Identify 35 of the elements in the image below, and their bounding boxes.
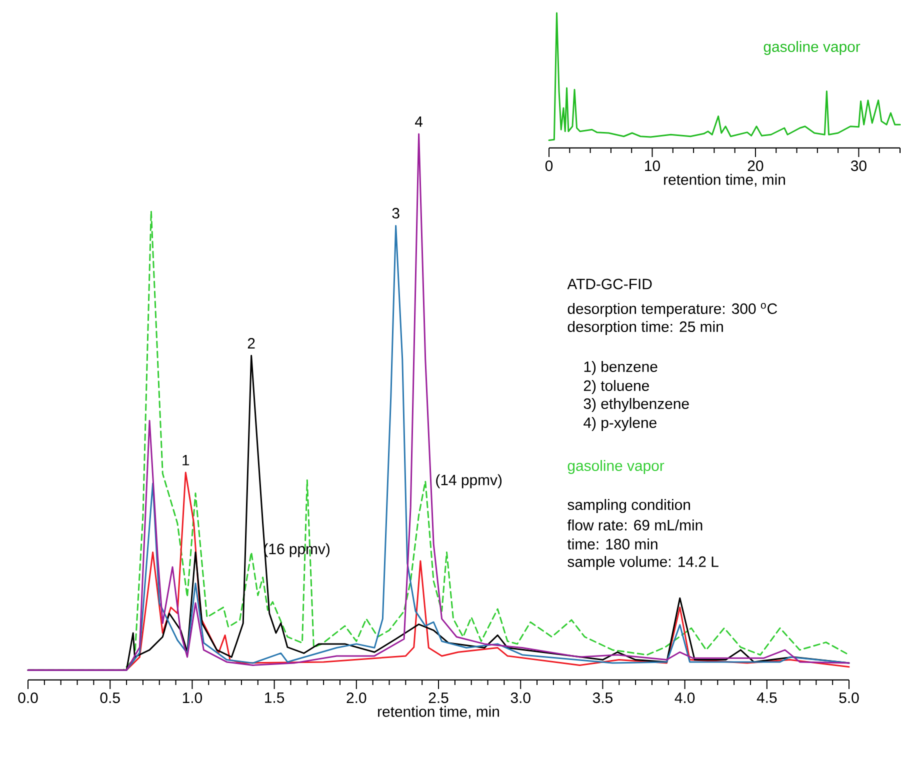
x-tick-label: 30 (850, 160, 866, 172)
text: gasoline vapor (568, 460, 664, 474)
x-tick-label: 2.5 (428, 692, 448, 704)
annotation: 3) ethylbenzene (584, 398, 689, 412)
x-tick-label: 1.5 (265, 692, 284, 703)
annotation: 2) toluene (584, 380, 649, 394)
x-tick-label: 1.0 (182, 692, 202, 704)
x-axis-title: retention time, min (664, 174, 785, 187)
x-tick-label: 0 (545, 160, 553, 172)
annotation: flow rate: 69 mL/min (567, 519, 702, 530)
annotation: sampling condition (568, 499, 690, 513)
annotation: desorption time: 25 min (568, 321, 723, 335)
x-tick-label: 0.0 (18, 692, 38, 704)
annotation: desorption temperature: 300 $^{o}$C (568, 303, 778, 317)
x-tick-label: 2.0 (346, 692, 366, 704)
text: gasoline vapor (764, 41, 860, 55)
x-tick-label: 3.0 (510, 692, 530, 704)
annotation: 2 (248, 338, 255, 348)
annotation: 4) p-xylene (584, 417, 656, 431)
x-tick-label: 10 (645, 160, 660, 172)
annotation: sample volume: 14.2 L (568, 556, 718, 570)
x-tick-label: 5.0 (839, 692, 859, 704)
annotation: (14 ppmv) (436, 474, 502, 488)
x-tick-label: 3.5 (592, 692, 612, 704)
annotation: 1) benzene (584, 361, 658, 375)
x-tick-label: 0.5 (100, 692, 120, 704)
annotation: ATD-GC-FID (567, 278, 652, 290)
x-tick-label: 4.5 (756, 692, 777, 703)
annotation: 1 (182, 455, 190, 466)
annotation: time: 180 min (567, 538, 658, 550)
annotation: 4 (414, 116, 423, 127)
x-axis-title: retention time, min (378, 706, 499, 719)
annotation: 3 (392, 208, 400, 219)
x-tick-label: 4.0 (674, 692, 695, 704)
x-tick-label: 20 (748, 160, 764, 172)
